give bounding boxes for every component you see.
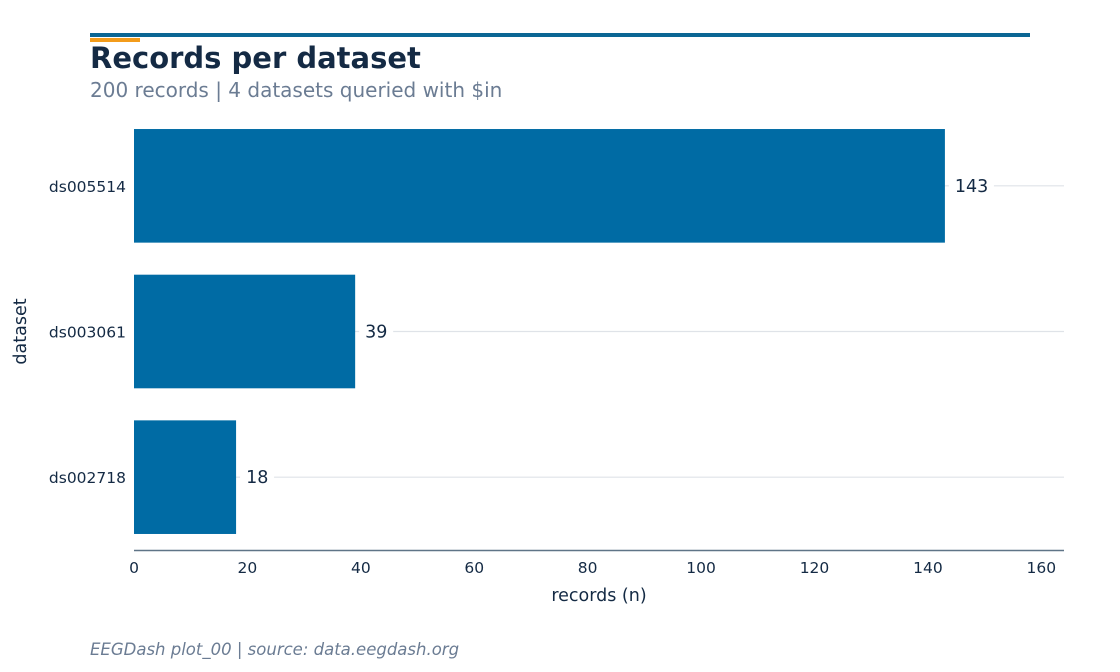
y-tick-label: ds005514 — [49, 178, 126, 196]
x-tick-label: 100 — [686, 559, 716, 577]
y-axis-label: dataset — [11, 298, 31, 364]
bars — [134, 129, 945, 534]
x-tick-label: 60 — [464, 559, 484, 577]
data-label: 39 — [365, 323, 387, 343]
x-tick-label: 140 — [913, 559, 943, 577]
x-tick-label: 120 — [800, 559, 830, 577]
x-tick-label: 80 — [578, 559, 598, 577]
x-ticks: 0 20 40 60 80 100 120 140 160 — [129, 559, 1056, 577]
data-label: 143 — [955, 177, 988, 197]
x-tick-label: 20 — [238, 559, 258, 577]
y-ticks: ds005514 ds003061 ds002718 — [49, 178, 126, 487]
data-label: 18 — [246, 468, 268, 488]
chart-title: Records per dataset — [90, 41, 421, 75]
data-labels: 143 39 18 — [240, 174, 994, 489]
bar — [134, 420, 237, 534]
x-axis-label: records (n) — [551, 586, 646, 606]
data-label-background — [240, 466, 275, 489]
x-tick-label: 40 — [351, 559, 371, 577]
footer-source: EEGDash plot_00 | source: data.eegdash.o… — [90, 640, 460, 659]
data-label-background — [359, 320, 394, 343]
top-rule — [90, 33, 1030, 37]
bar — [134, 274, 356, 389]
x-tick-label: 160 — [1027, 559, 1057, 577]
y-tick-label: ds003061 — [49, 324, 126, 342]
accent-rule — [90, 38, 140, 42]
chart-subtitle: 200 records | 4 datasets queried with $i… — [90, 78, 503, 102]
data-label-background — [948, 174, 994, 197]
y-tick-label: ds002718 — [49, 469, 126, 487]
x-tick-label: 0 — [129, 559, 139, 577]
bar — [134, 129, 945, 243]
